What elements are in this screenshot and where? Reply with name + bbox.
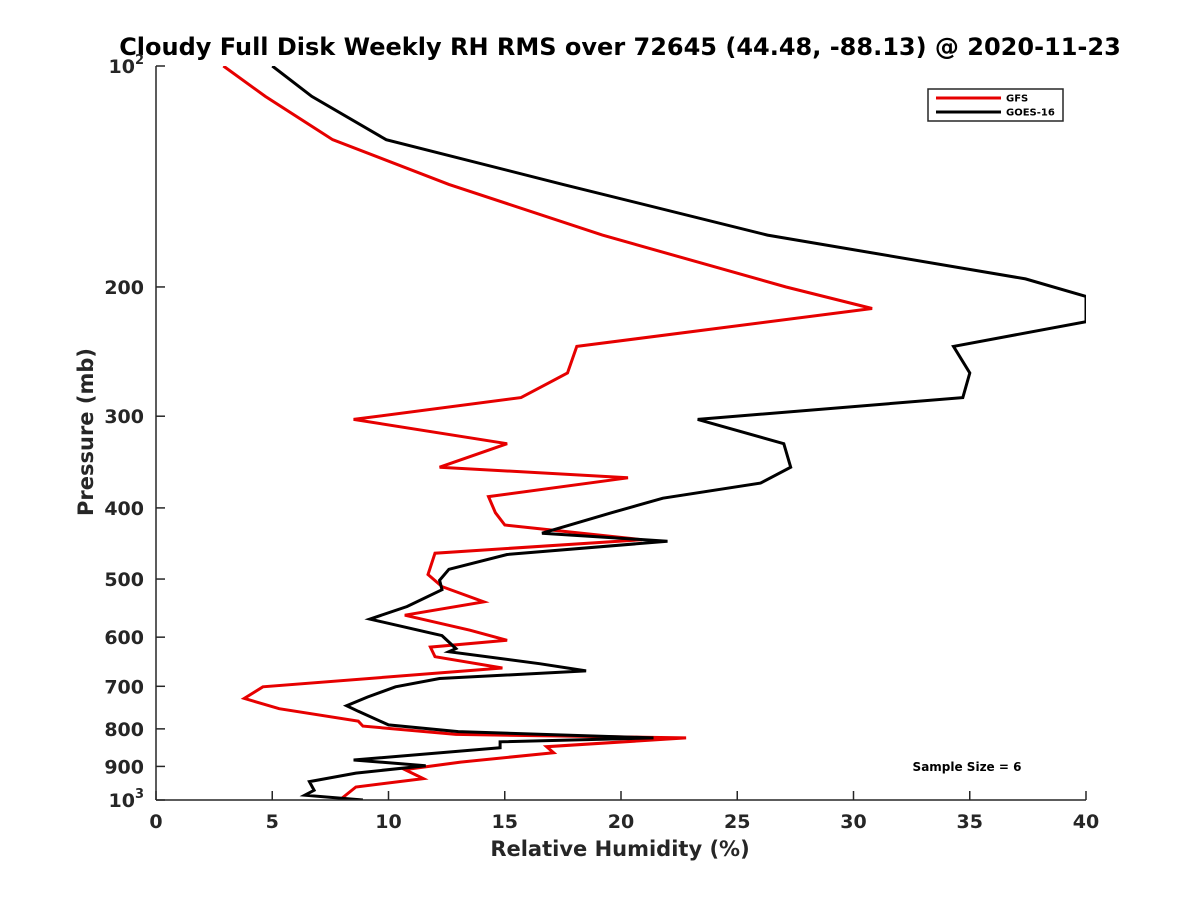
y-tick-label: 500 [104,569,144,591]
y-tick-label: 102 [109,53,145,78]
legend-box [927,88,1064,122]
y-tick-label: 103 [109,787,145,812]
series-line-goes-16 [271,66,1086,800]
y-tick-label: 600 [104,627,144,649]
y-tick-label: 400 [104,498,144,520]
y-tick-label: 700 [104,676,144,698]
sample-size-annotation: Sample Size = 6 [913,760,1022,774]
y-tick-label: 300 [104,406,144,428]
x-tick-label: 20 [608,811,634,833]
series-layer [222,66,1086,800]
x-tick-label: 5 [266,811,279,833]
legend-label: GFS [1006,94,1028,105]
x-tick-label: 0 [149,811,162,833]
y-tick-label: 900 [104,756,144,778]
x-tick-label: 10 [375,811,401,833]
x-tick-label: 30 [840,811,866,833]
x-tick-label: 15 [492,811,518,833]
y-tick-label: 200 [104,277,144,299]
axes-layer [155,66,1086,801]
y-axis-label: Pressure (mb) [74,348,98,516]
x-axis-label: Relative Humidity (%) [490,837,749,861]
legend-label: GOES-16 [1006,108,1055,119]
x-tick-label: 25 [724,811,750,833]
x-tick-label: 40 [1073,811,1099,833]
x-tick-label: 35 [957,811,983,833]
ticks-layer: 0 5 10 15 20 25 30 35 40 102 200 300 400 500 600 700 800… [104,53,1099,833]
series-line-gfs [222,66,873,800]
chart-title: Cloudy Full Disk Weekly RH RMS over 7264… [119,33,1121,61]
y-tick-label: 800 [104,719,144,741]
legend: GFS GOES-16 [927,88,1064,122]
